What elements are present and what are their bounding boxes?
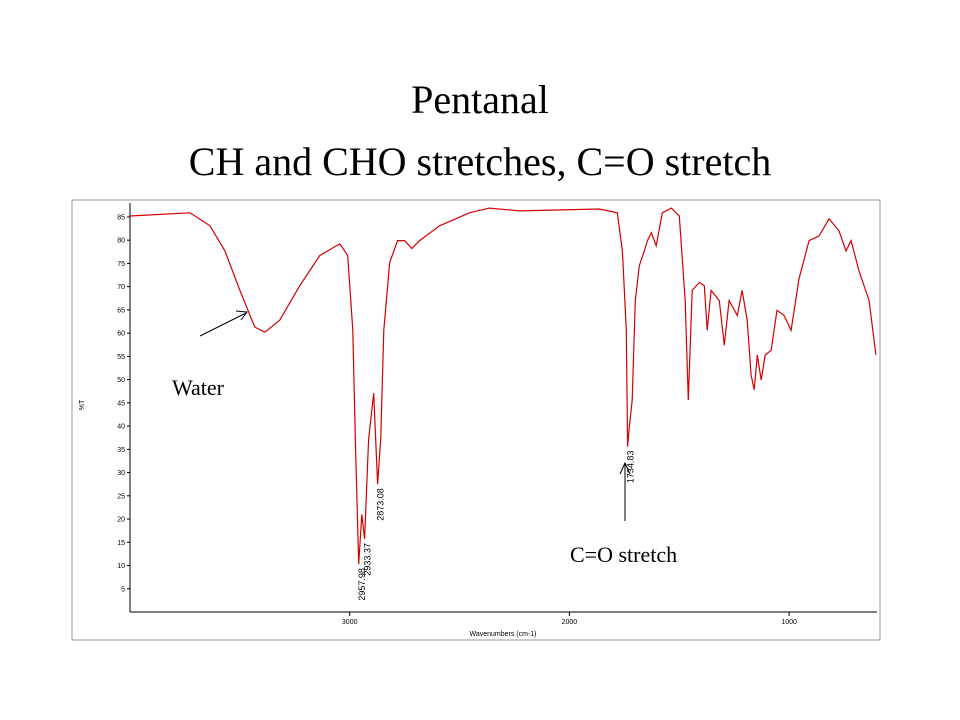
y-tick-label: 55: [117, 354, 125, 361]
y-tick-label: 40: [117, 424, 125, 431]
y-axis-label: %T: [79, 399, 86, 410]
chart-frame: [71, 199, 881, 641]
y-tick-label: 60: [117, 331, 125, 338]
x-tick-label: 2000: [562, 619, 578, 626]
y-tick-label: 50: [117, 377, 125, 384]
plot: 5 10 15 20 25 30 35 40 45 50 55 60 65 70 75 80 85 3000 200…: [117, 203, 877, 626]
y-tick-label: 80: [117, 238, 125, 245]
x-tick-label: 1000: [781, 619, 797, 626]
y-tick-label: 5: [121, 586, 125, 593]
peak-label: 1734.83: [626, 451, 636, 484]
co-arrowhead: [619, 461, 631, 475]
peak-label: 2933.37: [362, 543, 372, 576]
y-tick-label: 45: [117, 400, 125, 407]
water-arrow: [199, 312, 247, 337]
annotation: Water: [172, 375, 225, 400]
chart-subtitle: CH and CHO stretches, C=O stretch: [189, 139, 771, 184]
y-tick-label: 30: [117, 470, 125, 477]
peak-label: 2873.08: [376, 488, 386, 521]
x-axis-label: Wavenumbers (cm-1): [469, 631, 536, 638]
y-tick-label: 70: [117, 284, 125, 291]
water-arrowhead: [235, 310, 248, 321]
y-tick-label: 15: [117, 540, 125, 547]
annotation: C=O stretch: [570, 542, 677, 567]
y-tick-label: 10: [117, 563, 125, 570]
x-tick-label: 3000: [342, 619, 358, 626]
y-tick-label: 20: [117, 517, 125, 524]
y-tick-label: 65: [117, 307, 125, 314]
y-tick-label: 25: [117, 493, 125, 500]
y-tick-label: 75: [117, 261, 125, 268]
y-tick-label: 35: [117, 447, 125, 454]
y-tick-label: 85: [117, 214, 125, 221]
chart-title: Pentanal: [411, 77, 549, 122]
peak-label: 2957.98: [357, 568, 367, 601]
spectrum-line: [129, 207, 877, 565]
